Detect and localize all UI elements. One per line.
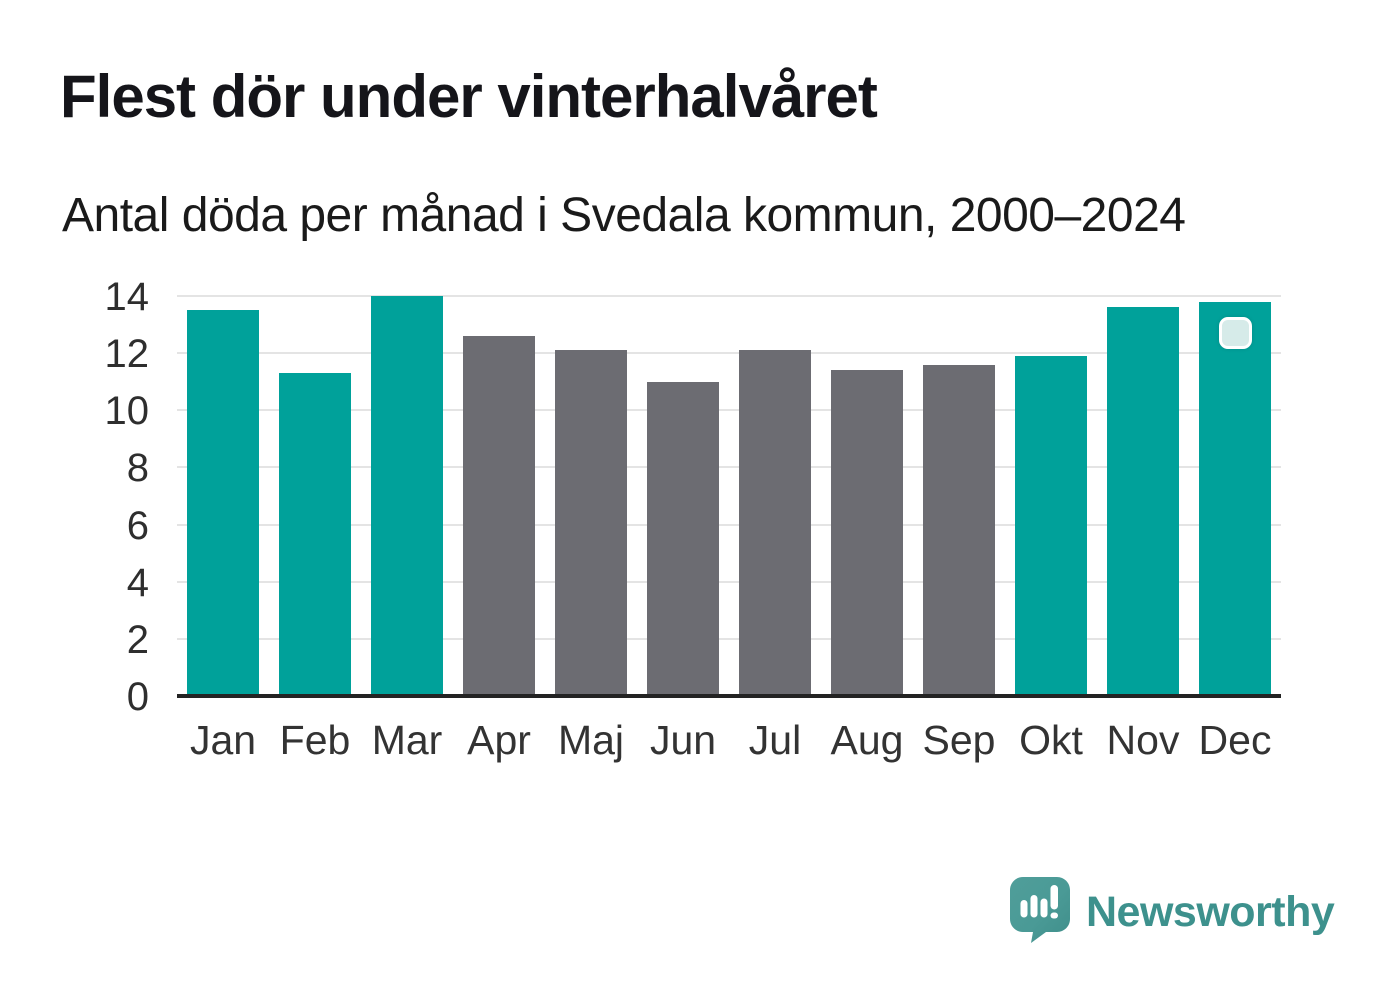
chart-title: Flest dör under vinterhalvåret: [60, 63, 878, 130]
bar-maj: [555, 350, 627, 696]
bar-slot: [177, 296, 269, 696]
y-axis-tick-label: 4: [126, 560, 149, 605]
bar-feb: [279, 373, 351, 696]
bar-slot: [637, 296, 729, 696]
x-axis-tick-label: Jun: [649, 717, 717, 763]
gridline: [177, 637, 1281, 640]
y-axis-tick-label: 6: [126, 503, 149, 548]
x-axis-tick-label: Apr: [467, 717, 531, 763]
y-axis-tick-label: 12: [104, 332, 150, 377]
brand-name: Newsworthy: [1086, 888, 1335, 936]
x-axis-tick-label: Jan: [189, 717, 257, 763]
x-axis-line: [177, 694, 1281, 698]
chart-subtitle: Antal döda per månad i Svedala kommun, 2…: [62, 189, 1186, 242]
gridline: [177, 523, 1281, 526]
speech-bubble-bar-chart-icon: [1010, 877, 1070, 948]
bar-slot: [361, 296, 453, 696]
bar-slot: [1005, 296, 1097, 696]
x-axis-tick-label: Aug: [830, 717, 904, 763]
x-axis-tick-label: Okt: [1019, 717, 1083, 763]
bar-aug: [831, 370, 903, 696]
bar-jan: [187, 310, 259, 696]
bar-slot: [821, 296, 913, 696]
x-axis-tick-label: Nov: [1106, 717, 1180, 763]
gridline: [177, 352, 1281, 355]
y-axis-tick-label: 8: [126, 446, 149, 491]
newsworthy-logo: Newsworthy: [1010, 877, 1335, 948]
bar-slot: [913, 296, 1005, 696]
x-axis-tick-label: Sep: [922, 717, 996, 763]
y-axis-tick-label: 14: [104, 275, 150, 319]
bar-okt: [1015, 356, 1087, 696]
bar-jun: [647, 381, 719, 696]
bar-apr: [463, 336, 535, 696]
y-axis-tick-label: 0: [126, 675, 149, 719]
bars: [177, 296, 1281, 696]
bar-mar: [371, 296, 443, 696]
bar-slot: [545, 296, 637, 696]
y-axis-tick-label: 10: [104, 389, 150, 434]
gridline: [177, 295, 1281, 297]
x-axis-tick-label: Feb: [279, 717, 351, 763]
bar-slot: [269, 296, 361, 696]
bar-slot: [453, 296, 545, 696]
bar-slot: [729, 296, 821, 696]
bar-slot: [1097, 296, 1189, 696]
gridline: [177, 466, 1281, 469]
bar-sep: [923, 364, 995, 696]
x-axis-tick-label: Jul: [748, 717, 802, 763]
bar-nov: [1107, 307, 1179, 696]
x-axis-tick-label: Maj: [557, 717, 625, 763]
x-axis-tick-label: Mar: [371, 717, 443, 763]
gridline: [177, 409, 1281, 412]
bar-jul: [739, 350, 811, 696]
rounded-square-marker: [1219, 317, 1252, 349]
bar-dec: [1199, 301, 1271, 696]
plot-area: 0 2 4 6 8 10 12 14 Jan Feb Mar Apr Maj Jun Jul Aug Sep O…: [105, 277, 1281, 761]
x-axis-tick-label: Dec: [1198, 717, 1272, 763]
gridline: [177, 580, 1281, 583]
y-axis-tick-label: 2: [126, 617, 149, 662]
x-axis-labels: Jan Feb Mar Apr Maj Jun Jul Aug Sep Okt Nov Dec: [177, 720, 1281, 761]
bar-slot: [1189, 296, 1281, 696]
